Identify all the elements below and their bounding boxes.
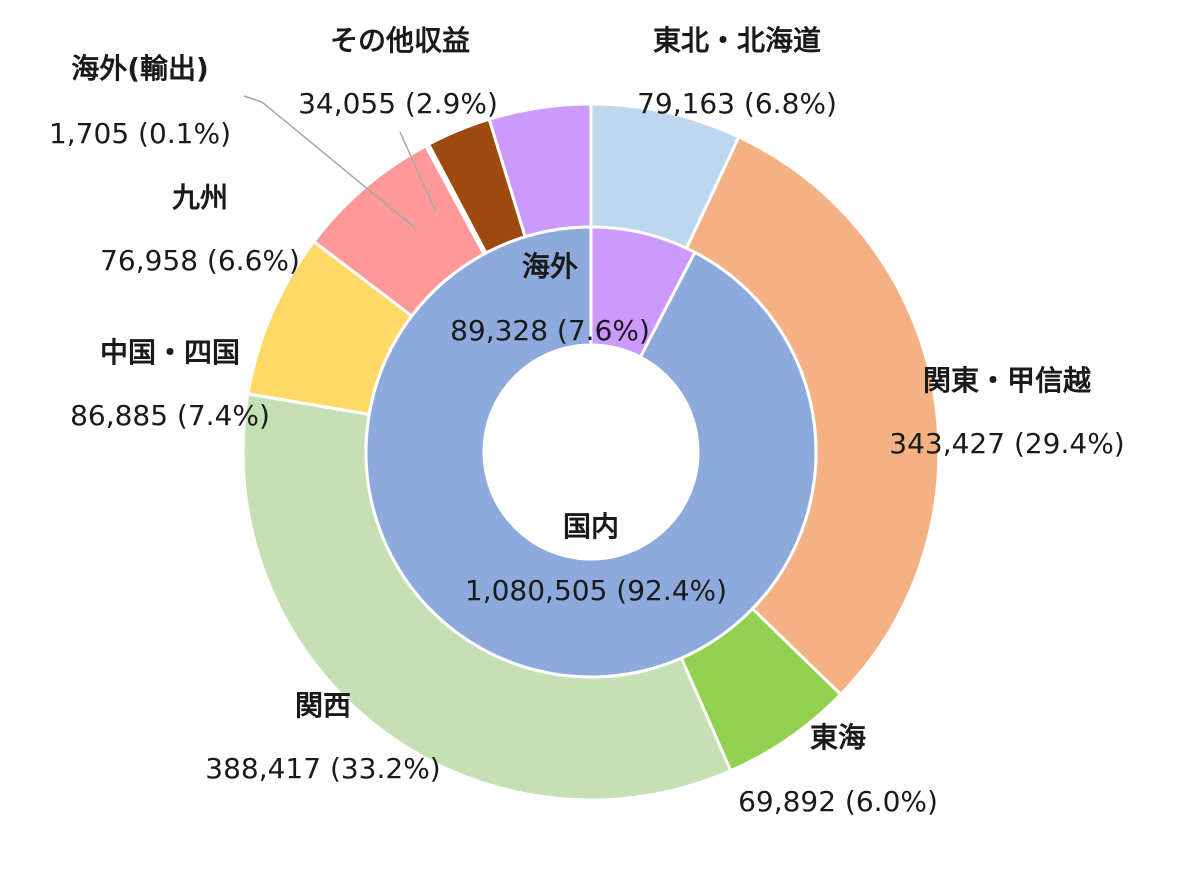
label-chugoku-shikoku-value: 86,885 (7.4%) bbox=[70, 399, 270, 432]
label-inner-domestic-name: 国内 bbox=[563, 510, 619, 543]
inner-ring bbox=[364, 225, 818, 679]
label-kanto-koshinetsu-value: 343,427 (29.4%) bbox=[889, 427, 1124, 460]
label-inner-overseas-name: 海外 bbox=[522, 250, 578, 283]
label-kansai-value: 388,417 (33.2%) bbox=[205, 752, 440, 785]
label-overseas-export-name: 海外(輸出) bbox=[71, 52, 209, 85]
label-tohoku-hokkaido-name: 東北・北海道 bbox=[653, 24, 821, 57]
data-labels: 東北・北海道 79,163 (6.8%) 関東・甲信越 343,427 (29.… bbox=[49, 24, 1125, 818]
label-tokai-name: 東海 bbox=[810, 721, 866, 754]
inner-slice-1 bbox=[364, 225, 818, 679]
label-chugoku-shikoku-name: 中国・四国 bbox=[100, 336, 240, 369]
label-tohoku-hokkaido-value: 79,163 (6.8%) bbox=[637, 87, 837, 120]
label-kyushu-value: 76,958 (6.6%) bbox=[100, 244, 300, 277]
label-inner-overseas-value: 89,328 (7.6%) bbox=[450, 314, 650, 347]
label-tokai-value: 69,892 (6.0%) bbox=[738, 785, 938, 818]
label-overseas-export-value: 1,705 (0.1%) bbox=[49, 117, 231, 150]
leader-line-other-revenue bbox=[399, 131, 437, 213]
label-other-revenue-value: 34,055 (2.9%) bbox=[298, 87, 498, 120]
leader-lines bbox=[243, 95, 437, 229]
outer-ring bbox=[241, 102, 941, 802]
label-kanto-koshinetsu-name: 関東・甲信越 bbox=[923, 364, 1092, 397]
label-kyushu-name: 九州 bbox=[172, 181, 228, 214]
label-inner-domestic-value: 1,080,505 (92.4%) bbox=[465, 574, 727, 607]
label-other-revenue-name: その他収益 bbox=[330, 24, 470, 57]
leader-line-overseas-export bbox=[243, 95, 416, 229]
label-kansai-name: 関西 bbox=[295, 689, 351, 722]
